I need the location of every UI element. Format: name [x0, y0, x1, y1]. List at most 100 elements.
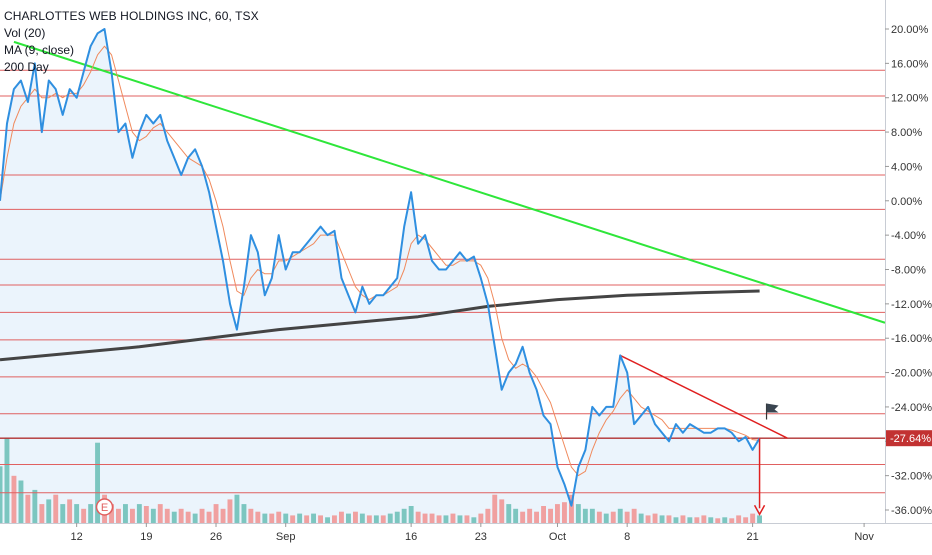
volume-bar: [143, 506, 149, 523]
volume-bar: [534, 511, 539, 523]
volume-bar: [262, 513, 268, 523]
trendlines: [13, 40, 886, 439]
volume-bar: [450, 513, 456, 523]
legend-title[interactable]: CHARLOTTES WEB HOLDINGS INC, 60, TSX: [4, 9, 259, 23]
volume-bar: [304, 515, 310, 523]
y-tick-label: -24.00%: [891, 402, 932, 414]
volume-bar: [297, 513, 303, 523]
y-tick-label: 12.00%: [891, 93, 929, 105]
price-axis[interactable]: 20.00% 16.00% 12.00% 8.00% 4.00% 0.00% -4.00% -…: [885, 0, 932, 550]
volume-bar: [701, 515, 707, 523]
price-axis-background: [885, 0, 932, 550]
x-tick-label: 8: [624, 531, 630, 543]
volume-bar: [624, 511, 630, 523]
x-tick-label: 26: [210, 531, 222, 543]
volume-bar: [555, 504, 560, 523]
time-axis[interactable]: 12 19 26 Sep 16 23 Oct 8 21 Nov: [0, 523, 932, 543]
volume-bar: [4, 438, 10, 523]
volume-bar: [32, 489, 38, 523]
flag-icon[interactable]: [766, 403, 779, 413]
volume-bar: [499, 499, 505, 523]
volume-bar: [436, 515, 442, 523]
y-tick-label: -8.00%: [891, 265, 926, 277]
volume-bar: [192, 513, 198, 523]
volume-bar: [46, 499, 52, 523]
earnings-badge[interactable]: [95, 498, 114, 516]
volume-bar: [750, 513, 756, 523]
volume-bar: [171, 511, 177, 523]
volume-bar: [199, 508, 205, 523]
y-tick-label: -32.00%: [891, 471, 932, 483]
volume-bar: [380, 515, 386, 523]
volume-bar: [715, 518, 721, 523]
volume-bar: [178, 508, 184, 523]
volume-bar: [638, 513, 644, 523]
volume-bar: [464, 515, 470, 523]
green-downtrend-line[interactable]: [13, 40, 886, 324]
volume-bar: [373, 515, 379, 523]
volume-bar: [743, 517, 749, 523]
volume-bar: [311, 513, 316, 523]
price-line[interactable]: [0, 28, 761, 507]
x-tick-label: 23: [475, 531, 487, 543]
volume-bar: [88, 504, 94, 523]
volume-bar: [408, 506, 414, 523]
volume-bar: [0, 466, 3, 523]
volume-bar: [269, 513, 275, 523]
volume-bar: [575, 504, 581, 523]
volume-bar: [283, 513, 289, 523]
volume-bar: [541, 506, 546, 523]
legend-volume[interactable]: Vol (20): [4, 26, 46, 40]
volume-bar: [548, 508, 553, 523]
volume-bar: [673, 517, 679, 523]
volume-bar: [255, 511, 261, 523]
y-tick-label: 20.00%: [891, 24, 929, 36]
volume-bar: [67, 499, 73, 523]
volume-bar: [332, 515, 337, 523]
volume-bar: [680, 515, 686, 523]
volume-bar: [527, 508, 533, 523]
volume-bar: [401, 508, 407, 523]
x-tick-label: Sep: [276, 531, 296, 543]
y-tick-label: 16.00%: [891, 58, 929, 70]
volume-bar: [394, 511, 400, 523]
legend-ma[interactable]: MA (9, close): [4, 43, 75, 57]
y-tick-label: -20.00%: [891, 368, 932, 380]
volume-bar: [39, 504, 45, 523]
volume-bar: [631, 508, 637, 523]
x-tick-label: Nov: [854, 531, 874, 543]
series-lines: [0, 28, 761, 507]
volume-bar: [290, 515, 296, 523]
volume-bar: [422, 513, 428, 523]
volume-bar: [569, 494, 574, 523]
volume-bar: [729, 518, 735, 523]
y-tick-label: -16.00%: [891, 333, 932, 345]
volume-bar: [318, 515, 323, 523]
volume-bar: [53, 494, 59, 523]
current-value-badge[interactable]: [886, 430, 932, 447]
legend-ma200[interactable]: 200 Day: [4, 60, 49, 74]
red-short-downtrend-line[interactable]: [619, 354, 788, 439]
volume-bar: [506, 504, 512, 523]
volume-bar: [659, 515, 665, 523]
volume-bar: [206, 511, 212, 523]
current-value-label: -27.64%: [890, 433, 931, 445]
volume-bar: [248, 508, 254, 523]
volume-bar: [220, 508, 226, 523]
volume-bar: [60, 504, 66, 523]
volume-bar: [617, 508, 623, 523]
volume-bar: [562, 502, 567, 523]
volume-bar: [241, 504, 247, 523]
volume-bar: [130, 508, 135, 523]
volume-bar: [213, 504, 219, 523]
volume-bar: [25, 494, 31, 523]
volume-bar: [589, 508, 595, 523]
volume-bar: [353, 511, 358, 523]
volume-bar: [666, 515, 672, 523]
x-tick-label: 16: [405, 531, 417, 543]
volume-bar: [116, 508, 121, 523]
volume-bar: [603, 513, 609, 523]
volume-bar: [346, 513, 351, 523]
